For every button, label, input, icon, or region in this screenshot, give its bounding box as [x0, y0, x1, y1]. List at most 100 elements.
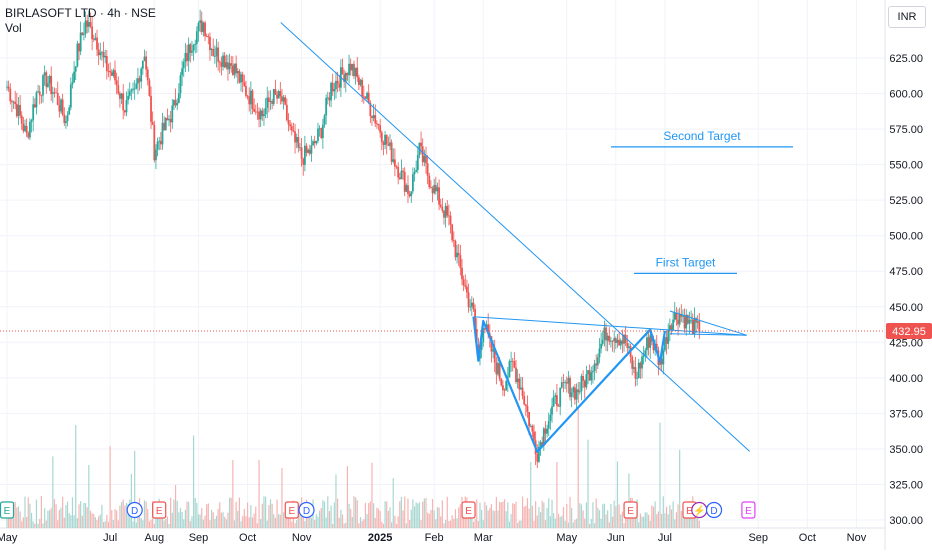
volume-bar — [353, 496, 355, 528]
volume-bar — [94, 517, 96, 528]
event-badge-earnings-past[interactable] — [623, 501, 638, 519]
event-badge-label[interactable]: E — [745, 506, 752, 517]
symbol-title[interactable]: BIRLASOFT LTD · 4h · NSE — [5, 6, 156, 20]
volume-bar — [84, 503, 87, 528]
volume-bar — [134, 450, 136, 528]
volume-bar — [399, 501, 401, 528]
volume-bar — [458, 507, 460, 528]
event-badge-label[interactable]: ⚡ — [693, 504, 705, 517]
candle-body — [258, 111, 260, 120]
candle-body — [526, 405, 529, 413]
target-label[interactable]: Second Target — [663, 129, 741, 143]
candle-body — [173, 99, 175, 106]
event-badge-label[interactable]: E — [686, 506, 693, 517]
event-badge-earnings-past[interactable] — [0, 501, 15, 519]
candle-body — [346, 73, 349, 76]
candle-body — [285, 104, 288, 121]
volume-bar — [117, 520, 119, 528]
candle-body — [269, 101, 272, 102]
candle-body — [89, 22, 92, 27]
candle-body — [610, 340, 612, 342]
volume-bar — [81, 515, 83, 528]
candle-body — [186, 53, 188, 62]
w-pattern[interactable] — [472, 316, 667, 453]
candle-body — [371, 116, 373, 119]
candle-body — [71, 82, 74, 85]
target-label[interactable]: First Target — [656, 255, 716, 269]
candle-body — [398, 177, 401, 180]
volume-bar — [143, 500, 146, 528]
volume-bar — [338, 517, 340, 528]
event-badge-dividend[interactable] — [126, 501, 143, 519]
x-tick-label: Sep — [189, 532, 209, 544]
volume-bar — [544, 520, 547, 528]
volume-bar — [101, 504, 103, 528]
candle-body — [218, 61, 221, 63]
volume-bar — [459, 504, 461, 528]
candle-body — [531, 425, 534, 432]
candle-body — [74, 66, 77, 72]
volume-bar — [680, 510, 682, 528]
candle-body — [299, 147, 301, 149]
event-badge-label[interactable]: E — [4, 506, 11, 517]
event-badge-dividend[interactable] — [705, 501, 723, 519]
triangle-upper-line[interactable] — [669, 310, 747, 336]
volume-bar — [323, 501, 326, 528]
candle-body — [691, 319, 694, 335]
event-badge-label[interactable]: D — [131, 506, 138, 517]
volume-bar — [679, 449, 681, 528]
volume-bar — [451, 515, 453, 528]
volume-bar — [71, 497, 74, 528]
candle-body — [279, 91, 282, 97]
candle-body — [425, 155, 427, 164]
triangle-lower-line[interactable] — [669, 333, 747, 336]
event-badge-label[interactable]: D — [710, 506, 717, 517]
event-badge-earnings-past[interactable] — [461, 501, 476, 519]
candle-body — [96, 37, 98, 50]
candle-body — [492, 349, 494, 352]
event-badge-label[interactable]: E — [465, 506, 472, 517]
event-badge-earnings-upcoming[interactable] — [741, 501, 756, 519]
volume-bar — [355, 497, 357, 528]
candle-body — [315, 140, 318, 144]
candle-body — [695, 318, 697, 323]
candle-body — [76, 43, 79, 67]
volume-bar — [525, 505, 527, 528]
event-badge-dividend[interactable] — [298, 501, 315, 519]
currency-selector[interactable]: INR — [888, 6, 926, 28]
x-tick-label: Sep — [748, 532, 768, 544]
event-badge-earnings-past[interactable] — [152, 501, 167, 519]
candle-body — [161, 122, 164, 145]
candle-body — [505, 380, 508, 391]
volume-bar — [140, 518, 142, 528]
candle-body — [310, 145, 313, 154]
candle-body — [99, 52, 102, 56]
down-trendline[interactable] — [280, 22, 750, 452]
event-badge-label[interactable]: D — [303, 506, 310, 517]
volume-bar — [315, 514, 317, 528]
candle-body — [330, 82, 332, 101]
candle-body — [642, 355, 645, 357]
volume-bar — [445, 519, 447, 528]
candle-body — [565, 382, 568, 384]
candle-body — [680, 313, 683, 317]
candle-body — [81, 32, 84, 35]
candle-body — [177, 93, 180, 104]
event-badge-earnings-past[interactable] — [284, 501, 299, 519]
volume-bar — [358, 523, 360, 528]
volume-bar — [595, 498, 597, 528]
candle-body — [282, 97, 285, 102]
event-badge-label[interactable]: E — [288, 506, 295, 517]
candle-body — [444, 206, 447, 218]
event-badge-label[interactable]: E — [627, 506, 634, 517]
event-badge-label[interactable]: E — [156, 506, 163, 517]
candle-body — [251, 90, 254, 109]
candle-body — [290, 126, 293, 131]
neckline[interactable] — [473, 316, 747, 336]
volume-bar — [340, 509, 342, 528]
volume-legend[interactable]: Vol — [5, 21, 22, 35]
volume-bar — [417, 503, 419, 528]
candle-body — [431, 188, 434, 194]
